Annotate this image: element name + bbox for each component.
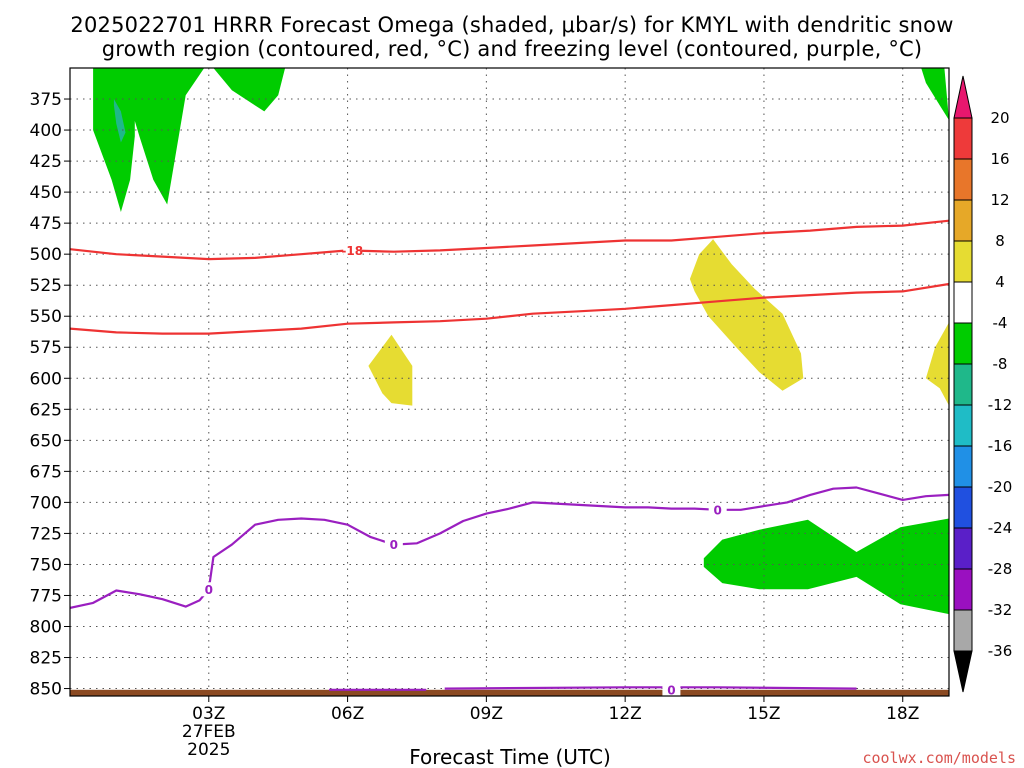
colorbar-bin [953,322,973,365]
colorbar-bin [953,486,973,529]
colorbar-level-label: -28 [988,560,1013,578]
x-axis-title: Forecast Time (UTC) [409,745,611,768]
y-tick-label: 400 [30,121,62,141]
omega-shading [93,68,949,615]
y-tick-label: 825 [30,649,62,669]
colorbar-level-label: -16 [988,437,1013,455]
contour-value-label: 0 [390,538,398,552]
y-axis: 375 400 425 450 475 500 525 550 575 600 625 650 675 7… [30,90,70,700]
omega-region-3 [368,334,413,406]
contour-value-label: 0 [714,503,722,517]
plot-area: -18 0 0 0 0 [69,67,950,697]
contour-label-bg [384,537,403,552]
contour-label-bg [662,682,681,697]
x-tick-label: 06Z [331,704,364,724]
colorbar-bottom-arrow [953,650,973,693]
colorbar-bin [953,117,973,160]
x-tick-label: 12Z [609,704,642,724]
colorbar-bin [953,199,973,242]
colorbar: 20 16 12 8 4 -4 -8 -12 -16 -20 -24 -28 -32 -36 [953,75,1013,693]
surface-terrain-band [70,689,949,696]
grid-lines [70,68,949,696]
colorbar-bin [953,445,973,488]
colorbar-level-label: 20 [990,109,1009,127]
colorbar-top-arrow [953,75,973,119]
omega-region-2 [921,68,949,121]
colorbar-bin [953,281,973,324]
plot-background [70,68,949,696]
y-tick-label: 450 [30,183,62,203]
y-tick-label: 575 [30,338,62,358]
y-tick-label: 475 [30,214,62,234]
y-tick-label: 700 [30,493,62,513]
colorbar-bin [953,158,973,201]
y-tick-label: 425 [30,152,62,172]
y-tick-label: 500 [30,245,62,265]
colorbar-level-label: -20 [988,478,1013,496]
chart-title-line1: 2025022701 HRRR Forecast Omega (shaded, … [70,13,953,37]
x-tick-label: 15Z [747,704,780,724]
colorbar-bin [953,609,973,652]
contour-value-label: 0 [205,583,213,597]
contour-value-label: 0 [667,683,675,697]
y-tick-label: 725 [30,524,62,544]
y-tick-label: 750 [30,555,62,575]
y-tick-label: 675 [30,462,62,482]
y-tick-label: 600 [30,369,62,389]
omega-region-5 [925,322,949,406]
colorbar-level-label: 12 [990,191,1009,209]
contour-label-bg [708,502,727,517]
contour-labels: -18 0 0 0 0 [199,243,727,697]
y-tick-label: 375 [30,90,62,110]
colorbar-bin [953,527,973,570]
colorbar-level-label: -32 [988,601,1013,619]
y-tick-label: 550 [30,307,62,327]
contour-label-bg [199,582,218,597]
x-tick-label: 09Z [470,704,503,724]
y-tick-label: 775 [30,586,62,606]
colorbar-bin [953,363,973,406]
omega-region-1 [113,99,126,143]
dgz-contour-0 [70,219,949,261]
colorbar-bin [953,568,973,611]
credit-text: coolwx.com/models [862,749,1016,767]
x-tick-label: 03Z [192,704,225,724]
colorbar-bin [953,240,973,283]
y-tick-label: 800 [30,617,62,637]
colorbar-level-label: -24 [988,519,1013,537]
omega-region-6 [703,518,949,615]
colorbar-level-label: 16 [990,150,1009,168]
contour-label-bg [343,243,362,258]
colorbar-level-label: -8 [993,355,1008,373]
y-tick-label: 525 [30,276,62,296]
colorbar-level-label: 4 [995,273,1005,291]
omega-region-4 [689,239,804,391]
x-tick-date-label: 27FEB [182,722,236,742]
colorbar-level-label: -4 [993,314,1008,332]
plot-frame [69,67,950,697]
contour-value-label: -18 [341,244,363,258]
colorbar-level-label: 8 [995,232,1005,250]
chart-title-line2: growth region (contoured, red, °C) and f… [102,37,923,61]
y-tick-label: 850 [30,680,62,700]
colorbar-level-label: -36 [988,642,1013,660]
omega-region-0 [93,68,286,212]
y-tick-label: 625 [30,400,62,420]
x-tick-label: 18Z [886,704,919,724]
x-tick-year-label: 2025 [187,740,230,760]
y-tick-label: 650 [30,431,62,451]
colorbar-bin [953,404,973,447]
surface-band [70,689,949,696]
dgz-contour-1 [70,282,949,335]
colorbar-level-label: -12 [988,396,1013,414]
